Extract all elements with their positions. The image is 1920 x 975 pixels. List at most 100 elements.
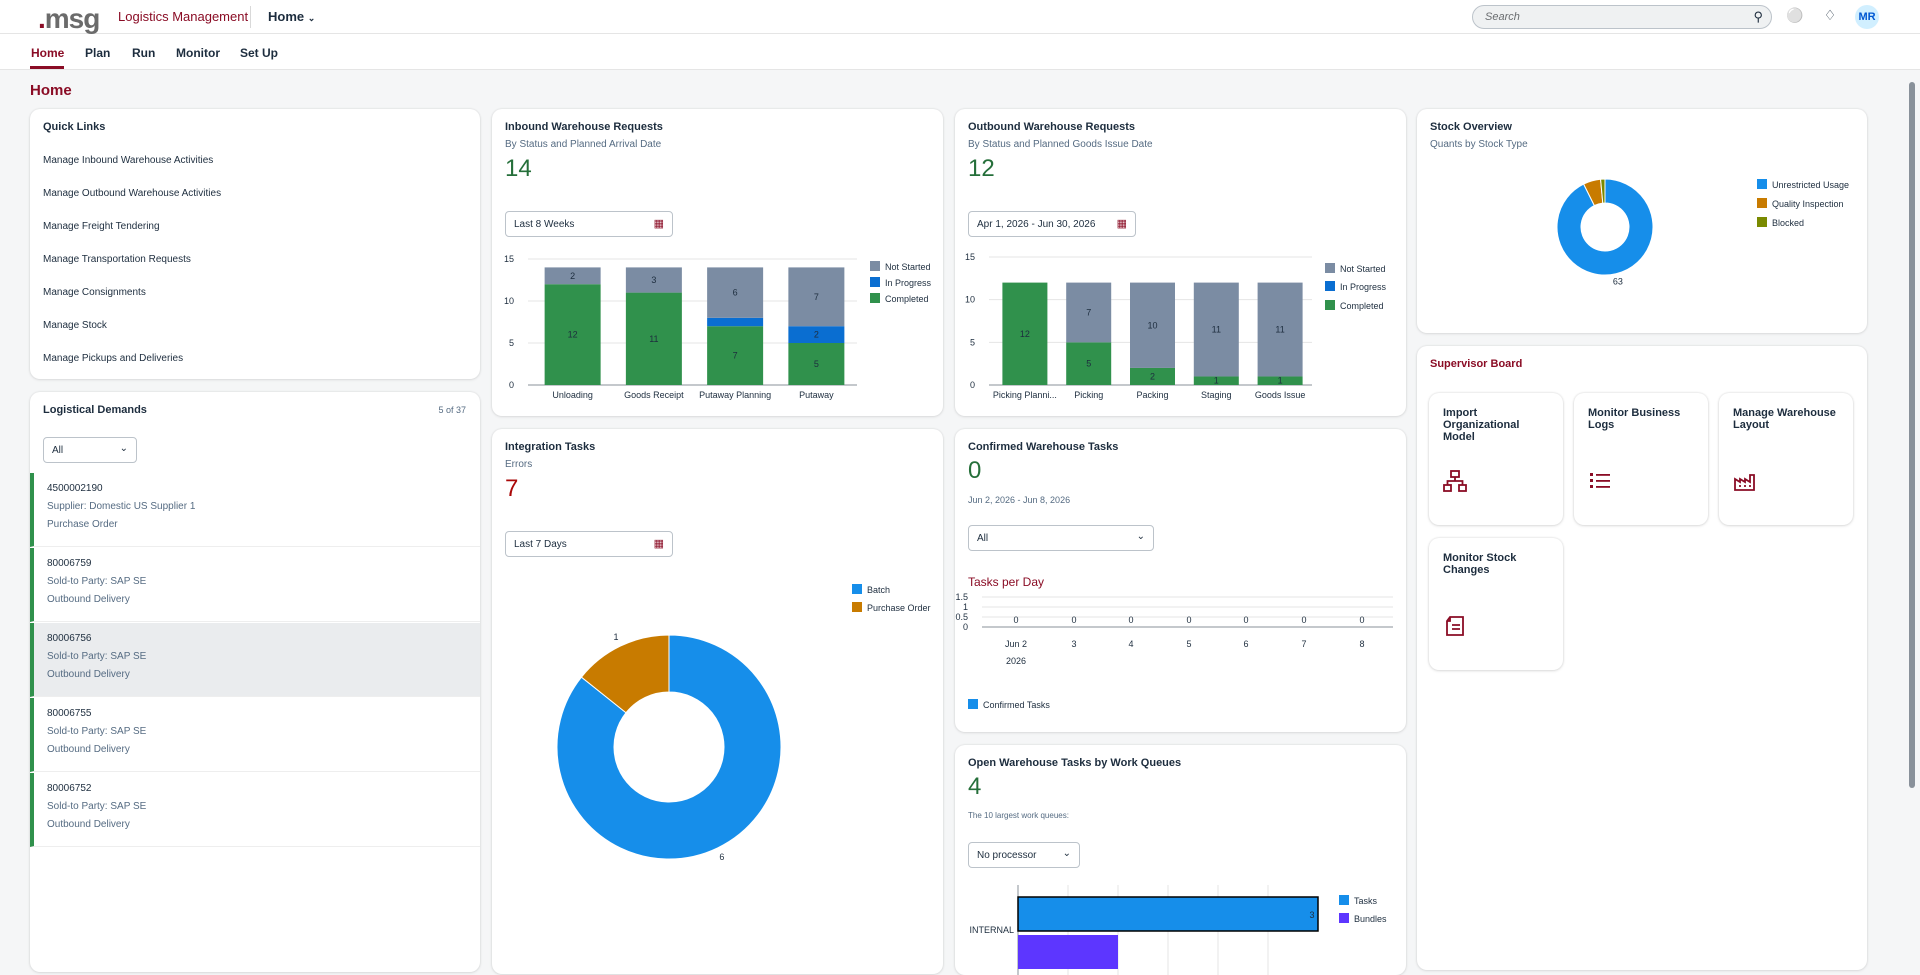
inbound-date-filter[interactable]: Last 8 Weeks ▦	[505, 211, 673, 237]
data-label: 11	[1275, 325, 1284, 335]
legend-bundles: Bundles	[1339, 913, 1387, 924]
tab-plan[interactable]: Plan	[85, 46, 111, 60]
stock-overview-card[interactable]: Stock Overview Quants by Stock Type 6341…	[1417, 109, 1867, 333]
list-item[interactable]: 80006752 Sold-to Party: SAP SE Outbound …	[30, 773, 480, 847]
outbound-date-filter[interactable]: Apr 1, 2026 - Jun 30, 2026 ▦	[968, 211, 1136, 237]
active-tab-indicator	[30, 66, 64, 69]
bar-segment	[1130, 282, 1175, 368]
avatar[interactable]: MR	[1855, 5, 1879, 29]
demand-id: 80006756	[47, 633, 92, 644]
demand-type: Purchase Order	[47, 519, 118, 530]
legend-batch: Batch	[852, 584, 890, 595]
data-label: 12	[1020, 329, 1030, 339]
tile-title: Manage Warehouse Layout	[1733, 407, 1836, 431]
integration-title: Integration Tasks	[505, 441, 596, 453]
data-label: 2	[814, 330, 819, 340]
demand-id: 80006755	[47, 708, 92, 719]
chevron-down-icon: ⌄	[307, 13, 316, 23]
search-icon[interactable]: ⚲	[1753, 9, 1763, 24]
quick-links-title: Quick Links	[43, 121, 106, 133]
open-tasks-title: Open Warehouse Tasks by Work Queues	[968, 757, 1182, 769]
legend-blocked: Blocked	[1757, 217, 1804, 228]
stock-title: Stock Overview	[1430, 121, 1512, 133]
x-tick-label: Picking Planni...	[993, 390, 1057, 400]
top-navigation: Home Plan Run Monitor Set Up	[0, 34, 1920, 70]
demands-filter-select[interactable]: All ⌄	[43, 437, 137, 463]
tab-monitor[interactable]: Monitor	[176, 46, 220, 60]
outbound-subtitle: By Status and Planned Goods Issue Date	[968, 139, 1153, 150]
pie-slice	[1600, 179, 1606, 204]
tab-run[interactable]: Run	[132, 46, 156, 60]
bar	[1018, 935, 1118, 969]
tile-import-org-model[interactable]: Import Organizational Model	[1429, 393, 1563, 525]
quick-link-freight[interactable]: Manage Freight Tendering	[43, 221, 160, 232]
integration-kpi: 7	[505, 475, 519, 502]
logistical-demands-card: Logistical Demands 5 of 37 All ⌄ 45000021…	[30, 392, 480, 972]
list-item[interactable]: 80006759 Sold-to Party: SAP SE Outbound …	[30, 548, 480, 622]
demands-count: 5 of 37	[438, 405, 466, 415]
outbound-requests-card[interactable]: Outbound Warehouse Requests By Status an…	[955, 109, 1406, 416]
tile-manage-warehouse-layout[interactable]: Manage Warehouse Layout	[1719, 393, 1853, 525]
stock-donut-chart: 6341	[1556, 179, 1654, 287]
y-tick-label: 15	[965, 252, 975, 262]
tab-setup[interactable]: Set Up	[240, 46, 279, 60]
confirmed-date-range: Jun 2, 2026 - Jun 8, 2026	[968, 495, 1071, 505]
x-tick-label: 4	[1128, 639, 1133, 649]
y-tick-label: 0	[963, 622, 968, 632]
org-chart-icon	[1443, 470, 1467, 492]
integration-date-filter[interactable]: Last 7 Days ▦	[505, 531, 673, 557]
tasks-per-day-title: Tasks per Day	[968, 575, 1045, 589]
open-tasks-subtitle: The 10 largest work queues:	[968, 811, 1069, 820]
quick-link-stock[interactable]: Manage Stock	[43, 320, 107, 331]
bar-segment	[707, 326, 764, 385]
shell-divider	[250, 6, 251, 28]
bar-segment	[1257, 282, 1303, 377]
tab-home[interactable]: Home	[31, 46, 65, 60]
list-item[interactable]: 80006755 Sold-to Party: SAP SE Outbound …	[30, 698, 480, 772]
data-label: 7	[733, 351, 738, 361]
y-tick-label: 10	[965, 295, 975, 305]
inbound-requests-card[interactable]: Inbound Warehouse Requests By Status and…	[492, 109, 943, 416]
y-tick-label: INTERNAL	[969, 925, 1014, 935]
scrollbar-thumb[interactable]	[1909, 82, 1915, 788]
bar-segment	[1257, 376, 1303, 385]
company-logo[interactable]: .msg	[38, 3, 100, 34]
home-menu-button[interactable]: Home ⌄	[268, 9, 316, 24]
bar	[1017, 896, 1319, 932]
quick-link-pickups[interactable]: Manage Pickups and Deliveries	[43, 353, 184, 364]
tile-monitor-business-logs[interactable]: Monitor Business Logs	[1574, 393, 1708, 525]
x-tick-label: Goods Receipt	[624, 390, 684, 400]
legend-completed: Completed	[870, 293, 929, 304]
list-item[interactable]: 4500002190 Supplier: Domestic US Supplie…	[30, 473, 480, 547]
y-tick-label: 1	[963, 602, 968, 612]
logistical-demands-title: Logistical Demands	[43, 404, 147, 416]
bar-segment	[788, 343, 845, 385]
data-label: 1	[1278, 376, 1283, 386]
confirmed-filter-select[interactable]: All ⌄	[968, 525, 1154, 551]
data-label: 7	[814, 292, 819, 302]
bar-segment	[544, 284, 601, 385]
search-input[interactable]: Search ⚲	[1472, 5, 1772, 29]
factory-icon	[1734, 474, 1755, 491]
documents-icon	[1446, 616, 1464, 636]
processor-filter-select[interactable]: No processor ⌄	[968, 842, 1080, 868]
quick-link-transportation[interactable]: Manage Transportation Requests	[43, 254, 191, 265]
palette-icon[interactable]: ⚪	[1786, 7, 1804, 23]
quick-link-consignments[interactable]: Manage Consignments	[43, 287, 146, 298]
list-item[interactable]: 80006756 Sold-to Party: SAP SE Outbound …	[30, 623, 480, 697]
demand-type: Outbound Delivery	[47, 594, 130, 605]
tile-monitor-stock-changes[interactable]: Monitor Stock Changes	[1429, 538, 1563, 670]
quick-link-outbound[interactable]: Manage Outbound Warehouse Activities	[43, 188, 222, 199]
diamond-icon[interactable]: ♢	[1823, 7, 1837, 23]
data-label: 7	[1086, 307, 1091, 317]
inbound-subtitle: By Status and Planned Arrival Date	[505, 139, 662, 150]
quick-link-inbound[interactable]: Manage Inbound Warehouse Activities	[43, 155, 214, 166]
demand-id: 80006759	[47, 558, 92, 569]
app-title: Logistics Management	[118, 9, 249, 24]
confirmed-tasks-card[interactable]: Confirmed Warehouse Tasks 0 Jun 2, 2026 …	[955, 429, 1406, 732]
x-tick-label: 3	[1071, 639, 1076, 649]
open-tasks-card[interactable]: Open Warehouse Tasks by Work Queues 4 Th…	[955, 745, 1406, 975]
data-label: 6	[733, 288, 738, 298]
integration-tasks-card[interactable]: Integration Tasks Errors 7 Last 7 Days ▦ …	[492, 429, 943, 974]
